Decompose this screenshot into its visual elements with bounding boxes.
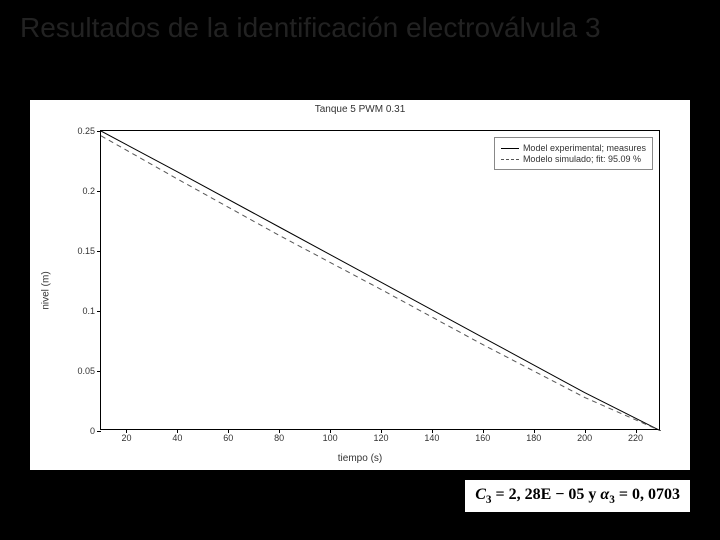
xtick-mark — [585, 429, 586, 433]
slide-title-block: Resultados de la identificación electrov… — [20, 10, 700, 45]
xtick-mark — [126, 429, 127, 433]
legend-swatch-dashed — [501, 159, 519, 160]
chart-area: Tanque 5 PWM 0.31 nivel (m) Model experi… — [30, 100, 690, 470]
xtick-mark — [636, 429, 637, 433]
ytick-mark — [97, 251, 101, 252]
ytick-mark — [97, 131, 101, 132]
equation-box: C3 = 2, 28E − 05 y α3 = 0, 0703 — [465, 480, 690, 512]
slide-title: Resultados de la identificación electrov… — [20, 10, 700, 45]
legend-label: Model experimental; measures — [523, 143, 646, 153]
legend-swatch-solid — [501, 148, 519, 149]
legend-row: Modelo simulado; fit: 95.09 % — [501, 154, 646, 164]
xtick-mark — [432, 429, 433, 433]
xtick-mark — [534, 429, 535, 433]
xtick-mark — [381, 429, 382, 433]
ytick-mark — [97, 431, 101, 432]
xtick-mark — [483, 429, 484, 433]
chart-title: Tanque 5 PWM 0.31 — [315, 104, 406, 115]
xtick-mark — [330, 429, 331, 433]
xtick-mark — [279, 429, 280, 433]
chart-xlabel: tiempo (s) — [338, 453, 382, 464]
ytick-mark — [97, 311, 101, 312]
series-line — [101, 136, 661, 431]
chart-lines-svg — [101, 131, 661, 431]
series-line — [101, 131, 661, 431]
xtick-mark — [177, 429, 178, 433]
legend-label: Modelo simulado; fit: 95.09 % — [523, 154, 641, 164]
ytick-mark — [97, 371, 101, 372]
chart-plot: Model experimental; measures Modelo simu… — [100, 130, 660, 430]
chart-legend: Model experimental; measures Modelo simu… — [494, 137, 653, 170]
equation-text: C3 = 2, 28E − 05 y α3 = 0, 0703 — [475, 486, 680, 503]
ytick-mark — [97, 191, 101, 192]
legend-row: Model experimental; measures — [501, 143, 646, 153]
chart-ylabel: nivel (m) — [41, 271, 52, 309]
xtick-mark — [228, 429, 229, 433]
